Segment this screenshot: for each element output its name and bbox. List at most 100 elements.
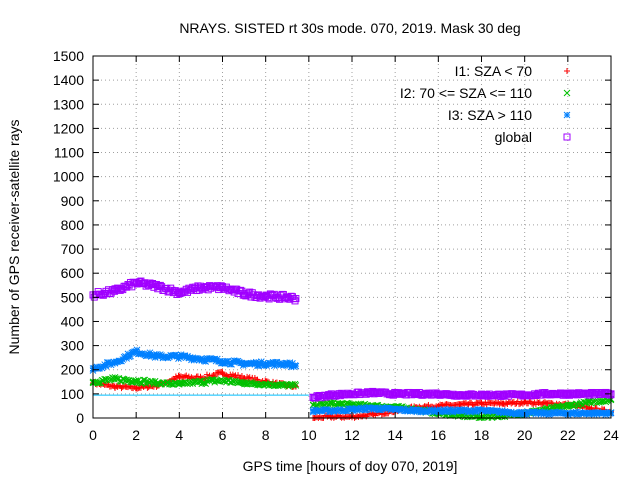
data-point (163, 354, 171, 361)
data-point (127, 352, 134, 360)
data-point (462, 406, 470, 414)
y-tick-label: 400 (61, 313, 85, 329)
data-point (352, 404, 360, 412)
y-tick-label: 1300 (53, 96, 84, 112)
y-tick-label: 0 (76, 410, 84, 426)
data-point (276, 361, 283, 368)
x-tick-label: 4 (175, 427, 183, 443)
data-point (347, 405, 355, 413)
data-point (566, 401, 573, 409)
data-point (237, 379, 244, 386)
legend-label: I1: SZA < 70 (455, 63, 533, 79)
data-point (417, 408, 424, 416)
data-point (333, 407, 340, 415)
y-tick-label: 700 (61, 241, 85, 257)
series-3 (89, 346, 615, 418)
grid-layer (93, 56, 611, 418)
x-tick-label: 12 (344, 427, 360, 443)
data-point (228, 360, 235, 368)
data-point (145, 384, 152, 391)
data-point (207, 376, 215, 384)
data-point (102, 362, 110, 370)
data-point (493, 407, 501, 414)
data-point (235, 372, 242, 379)
y-axis-label: Number of GPS receiver-satellite rays (6, 120, 22, 355)
x-axis-label: GPS time [hours of doy 070, 2019] (243, 458, 458, 474)
y-tick-label: 1100 (54, 145, 84, 161)
data-point (291, 297, 299, 305)
data-point (123, 355, 131, 362)
data-point (94, 379, 102, 387)
data-point (584, 398, 592, 405)
data-point (509, 399, 516, 406)
data-point (134, 385, 141, 392)
data-point (278, 359, 286, 367)
data-point (270, 362, 278, 370)
tick-layer: 0100200300400500600700800900100011001200… (53, 48, 619, 443)
data-point (181, 352, 189, 360)
data-point (238, 359, 246, 367)
data-point (203, 371, 210, 378)
x-tick-label: 20 (517, 427, 533, 443)
legend-label: I3: SZA > 110 (448, 107, 532, 123)
x-tick-label: 18 (474, 427, 490, 443)
data-point (548, 403, 555, 411)
data-point (252, 358, 260, 366)
data-point (324, 406, 331, 414)
data-point (250, 380, 257, 388)
data-point (197, 373, 204, 380)
data-point (242, 380, 250, 388)
x-tick-label: 6 (219, 427, 227, 443)
data-point (246, 374, 253, 381)
data-point (114, 383, 121, 390)
data-point (158, 352, 165, 359)
legend-label: I2: 70 <= SZA <= 110 (400, 85, 532, 101)
series-layer (89, 277, 615, 422)
legend-marker (564, 68, 570, 74)
data-point (291, 380, 299, 388)
x-tick-label: 22 (560, 427, 576, 443)
data-point (593, 410, 601, 418)
y-tick-label: 1500 (53, 48, 84, 64)
data-point (290, 295, 298, 303)
data-point (251, 361, 259, 368)
data-point (176, 353, 184, 361)
data-point (503, 400, 510, 407)
data-point (316, 413, 323, 420)
legend-marker (563, 133, 571, 141)
y-tick-label: 500 (61, 289, 85, 305)
data-point (133, 346, 141, 354)
y-tick-label: 100 (61, 386, 85, 402)
y-tick-label: 800 (61, 217, 85, 233)
y-tick-label: 900 (61, 193, 85, 209)
y-tick-label: 1200 (53, 120, 84, 136)
data-point (173, 352, 181, 360)
x-tick-label: 2 (132, 427, 140, 443)
y-tick-label: 600 (61, 265, 85, 281)
data-point (257, 358, 265, 365)
data-point (348, 405, 356, 412)
data-point (540, 410, 548, 418)
data-point (112, 375, 120, 382)
legend: I1: SZA < 70 I2: 70 <= SZA <= 110 I3: SZA … (400, 63, 571, 145)
y-tick-label: 200 (61, 362, 85, 378)
data-point (255, 362, 263, 370)
data-point (545, 411, 553, 418)
data-point (108, 383, 115, 390)
data-point (327, 399, 335, 407)
chart-title: NRAYS. SISTED rt 30s mode. 070, 2019. Ma… (179, 20, 520, 36)
data-point (309, 408, 317, 416)
data-point (497, 399, 504, 406)
data-point (151, 354, 159, 361)
data-point (169, 352, 177, 360)
x-tick-label: 16 (431, 427, 447, 443)
x-tick-label: 10 (301, 427, 317, 443)
data-point (291, 362, 299, 369)
data-point (190, 356, 198, 364)
data-point (541, 399, 548, 406)
legend-marker (563, 111, 571, 119)
legend-marker (563, 89, 571, 97)
x-tick-label: 0 (89, 427, 97, 443)
